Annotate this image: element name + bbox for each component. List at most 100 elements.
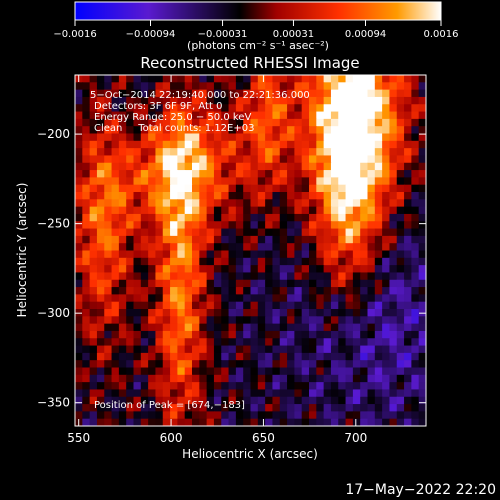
heatmap-cell xyxy=(75,265,83,274)
heatmap-cell xyxy=(82,126,91,135)
heatmap-cell xyxy=(228,221,237,230)
heatmap-cell xyxy=(250,140,259,149)
heatmap-cell xyxy=(213,96,222,105)
heatmap-cell xyxy=(235,243,244,252)
heatmap-cell xyxy=(382,111,391,120)
heatmap-cell xyxy=(352,133,361,142)
heatmap-cell xyxy=(287,126,295,135)
heatmap-cell xyxy=(235,148,244,157)
heatmap-cell xyxy=(162,235,171,244)
heatmap-cell xyxy=(367,155,376,164)
heatmap-cell xyxy=(82,104,91,113)
heatmap-cell xyxy=(199,404,208,412)
heatmap-cell xyxy=(118,367,127,376)
heatmap-cell xyxy=(338,338,347,347)
heatmap-cell xyxy=(330,89,339,98)
heatmap-cell xyxy=(374,374,383,383)
heatmap-cell xyxy=(279,411,288,420)
heatmap-cell xyxy=(323,250,332,259)
heatmap-cell xyxy=(257,213,266,222)
heatmap-cell xyxy=(330,330,339,339)
heatmap-cell xyxy=(89,96,98,105)
heatmap-cell xyxy=(250,316,259,325)
heatmap-cell xyxy=(316,382,325,391)
heatmap-cell xyxy=(89,411,98,420)
heatmap-cell xyxy=(235,206,244,215)
heatmap-cell xyxy=(396,177,405,186)
heatmap-cell xyxy=(309,360,317,369)
heatmap-cell xyxy=(257,360,266,369)
annotation-peak: Position of Peak = [674,−183] xyxy=(94,400,245,411)
heatmap-cell xyxy=(192,404,200,412)
heatmap-cell xyxy=(360,279,369,288)
heatmap-cell xyxy=(374,418,383,426)
heatmap-cell xyxy=(177,411,186,420)
heatmap-cell xyxy=(404,206,412,215)
heatmap-cell xyxy=(155,177,164,186)
heatmap-cell xyxy=(374,411,383,420)
heatmap-cell xyxy=(272,221,281,230)
heatmap-cell xyxy=(235,177,244,186)
heatmap-cell xyxy=(213,148,222,157)
heatmap-cell xyxy=(199,287,208,295)
heatmap-cell xyxy=(89,345,98,354)
heatmap-cell xyxy=(162,411,171,420)
heatmap-cell xyxy=(148,316,157,325)
heatmap-cell xyxy=(323,75,332,83)
heatmap-cell xyxy=(418,126,426,135)
heatmap-cell xyxy=(213,184,222,193)
heatmap-cell xyxy=(294,96,303,105)
heatmap-cell xyxy=(243,382,252,391)
heatmap-cell xyxy=(257,75,266,83)
heatmap-cell xyxy=(294,199,303,208)
heatmap-cell xyxy=(243,323,252,332)
heatmap-cell xyxy=(235,316,244,325)
heatmap-cell xyxy=(170,228,178,237)
heatmap-cell xyxy=(82,389,91,398)
heatmap-cell xyxy=(287,206,295,215)
heatmap-cell xyxy=(330,250,339,259)
heatmap-cell xyxy=(162,213,171,222)
heatmap-cell xyxy=(148,221,157,230)
heatmap-cell xyxy=(235,104,244,113)
heatmap-cell xyxy=(192,133,200,142)
heatmap-cell xyxy=(330,418,339,426)
heatmap-cell xyxy=(309,104,317,113)
heatmap-cell xyxy=(301,111,310,120)
heatmap-cell xyxy=(294,367,303,376)
heatmap-cell xyxy=(82,118,91,127)
heatmap-cell xyxy=(82,184,91,193)
heatmap-cell xyxy=(352,396,361,405)
heatmap-cell xyxy=(111,345,120,354)
heatmap-cell xyxy=(213,126,222,135)
heatmap-cell xyxy=(418,294,426,303)
heatmap-cell xyxy=(301,177,310,186)
heatmap-cell xyxy=(389,177,398,186)
heatmap-cell xyxy=(177,257,186,266)
heatmap-cell xyxy=(338,404,347,412)
heatmap-cell xyxy=(126,104,135,113)
heatmap-cell xyxy=(82,330,91,339)
heatmap-cell xyxy=(148,155,157,164)
heatmap-cell xyxy=(96,345,105,354)
heatmap-cell xyxy=(360,294,369,303)
heatmap-cell xyxy=(104,228,113,237)
heatmap-cell xyxy=(272,309,281,317)
heatmap-cell xyxy=(155,243,164,252)
heatmap-cell xyxy=(316,338,325,347)
heatmap-cell xyxy=(367,396,376,405)
heatmap-cell xyxy=(184,257,193,266)
heatmap-cell xyxy=(140,396,149,405)
heatmap-cell xyxy=(118,199,127,208)
heatmap-cell xyxy=(228,418,237,426)
heatmap-cell xyxy=(228,265,237,274)
heatmap-cell xyxy=(118,404,127,412)
heatmap-cell xyxy=(367,192,376,200)
heatmap-cell xyxy=(316,257,325,266)
heatmap-cell xyxy=(199,221,208,230)
heatmap-cell xyxy=(360,82,369,91)
heatmap-cell xyxy=(389,360,398,369)
heatmap-cell xyxy=(301,148,310,157)
heatmap-cell xyxy=(374,206,383,215)
heatmap-cell xyxy=(199,111,208,120)
